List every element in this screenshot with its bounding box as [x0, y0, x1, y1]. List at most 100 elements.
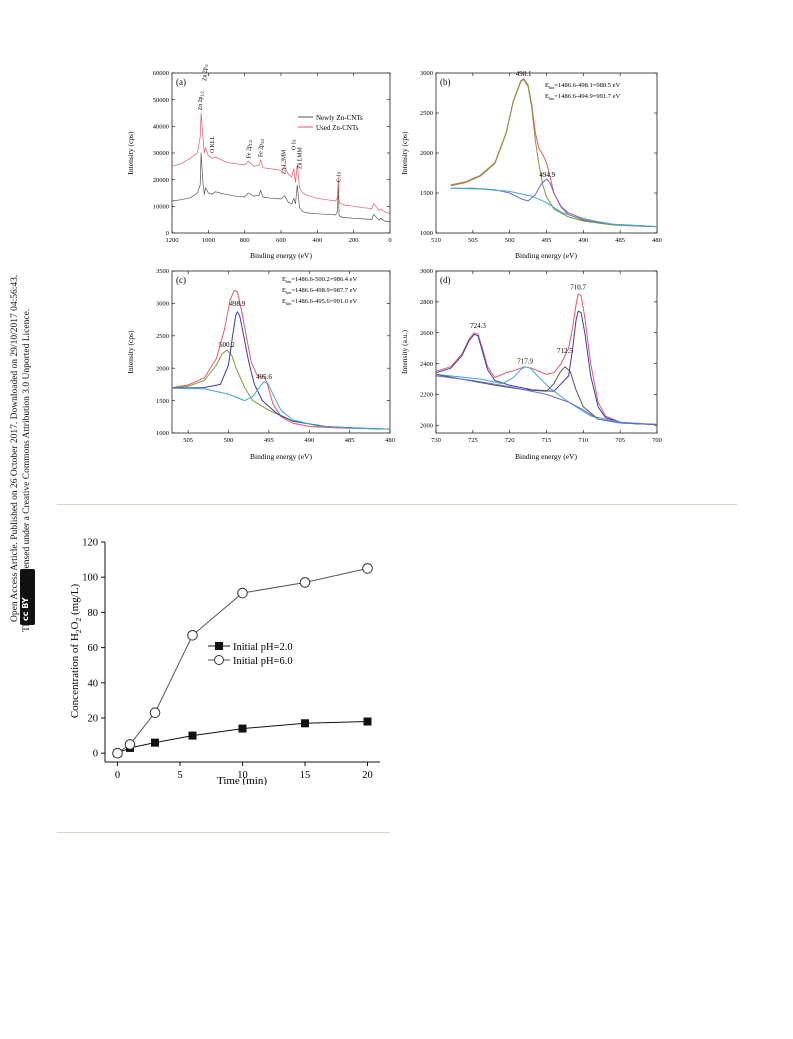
y-tick-label: 50000 — [153, 97, 169, 104]
y-tick-label: 2500 — [420, 110, 433, 117]
x-tick-label: 700 — [652, 437, 662, 444]
x-axis-label: Binding energy (eV) — [250, 452, 312, 461]
annotation-main: Zn LMM — [298, 147, 304, 169]
equation-0-sub: kin — [549, 85, 555, 90]
data-point-circle — [149, 707, 161, 719]
series-line-2 — [171, 311, 391, 430]
x-axis-label: Binding energy (eV) — [515, 251, 577, 260]
y-axis-label: Concentration of H2O2 (mg/L) — [69, 584, 83, 719]
data-point-circle — [124, 739, 136, 750]
legend-label-0: Initial pH=2.0 — [233, 642, 293, 653]
y-axis-label: Intensity (cps) — [400, 131, 409, 175]
y-tick-label: 1500 — [156, 398, 169, 405]
series-line-4 — [435, 375, 658, 425]
y-tick-label: 2000 — [156, 365, 169, 372]
data-point-square — [301, 719, 309, 728]
y-tick-label: 3500 — [156, 268, 169, 275]
y-tick-label: 60 — [88, 643, 99, 654]
peak-labels: 724.3 717.9 712.5 710.7 — [470, 284, 586, 366]
legend-label-1: Used Zn-CNTs — [316, 124, 359, 132]
y-tick-label: 2600 — [420, 330, 433, 337]
plot-frame — [171, 270, 391, 434]
y-tick-label: 1500 — [420, 190, 433, 197]
equation-0-tail: =1486.6-498.1=988.5 eV — [554, 82, 620, 89]
y-tick-label: 10000 — [153, 204, 169, 211]
series-line-2 — [435, 366, 658, 425]
peak-label: 500.2 — [219, 341, 235, 349]
annotation-sub: 1/2 — [248, 140, 253, 145]
y-tick-label: 100 — [82, 573, 98, 584]
x-tick-label: 480 — [385, 437, 395, 444]
equation-0-main: E — [282, 276, 286, 283]
chart-h2o2: 0 20 40 60 80 100 120 0 5 10 15 20 Initial pH=2.0 … — [69, 538, 380, 785]
y-tick-label: 3000 — [156, 301, 169, 308]
y-tick-label: 0 — [93, 749, 98, 760]
cc-by-badge-text: cc BY — [21, 597, 30, 621]
legend-label-1: Initial pH=6.0 — [233, 656, 293, 667]
peak-label: 498.9 — [230, 300, 246, 308]
x-tick-label: 720 — [505, 437, 515, 444]
y-tick-label: 2400 — [420, 361, 433, 368]
data-point-square — [188, 731, 197, 740]
y-tick-label: 30000 — [153, 150, 169, 157]
equations: Ekin=1486.6-498.1=988.5 eVEkin=1486.6-49… — [545, 82, 621, 101]
peak-annotation: Zn LMM — [298, 147, 304, 169]
peak-annotation: Zn L2MM — [282, 150, 288, 175]
peak-label: 717.9 — [517, 358, 533, 366]
legend: Initial pH=2.0 Initial pH=6.0 — [208, 642, 293, 667]
peak-annotations: Zn 2p1/2Zn 2p3/2O KLL Fe 2p1/2Fe 2p3/2Zn … — [198, 64, 342, 182]
chart-panel-d: 2000 2200 2400 2600 2800 3000 730 725 720 715 710… — [400, 268, 662, 461]
x-axis-label: Time (min) — [217, 775, 267, 785]
peak-label: 712.5 — [557, 347, 573, 355]
series-line-3 — [171, 381, 391, 430]
y-ticks: 0 10000 20000 30000 40000 50000 60000 — [153, 70, 390, 237]
x-tick-label: 490 — [578, 237, 588, 244]
y-axis-label: Intensity (cps) — [126, 330, 135, 374]
data-point-circle — [187, 629, 198, 641]
x-tick-label: 800 — [240, 237, 250, 244]
annotation-main: O 1s — [292, 139, 298, 151]
peak-labels: 498.1 494.9 — [516, 70, 556, 179]
y-tick-label: 0 — [166, 230, 169, 237]
y-tick-label: 40000 — [153, 124, 169, 131]
y-tick-label: 20 — [88, 714, 99, 725]
y-axis-label-part: O — [69, 621, 81, 629]
y-tick-label: 3000 — [420, 268, 433, 275]
x-tick-label: 20 — [362, 770, 373, 781]
x-tick-label: 705 — [615, 437, 625, 444]
peak-annotation: O 1s — [292, 139, 298, 151]
annotation-sub: 3/2 — [260, 139, 265, 144]
x-ticks: 0 5 10 15 20 — [115, 762, 373, 781]
x-tick-label: 730 — [431, 437, 441, 444]
x-tick-label: 10 — [237, 770, 248, 781]
access-notice: Open Access Article. Published on 26 Oct… — [10, 274, 20, 622]
cc-by-badge[interactable]: cc BY — [20, 569, 35, 625]
x-tick-label: 725 — [468, 437, 478, 444]
x-tick-label: 0 — [388, 237, 391, 244]
y-ticks: 0 20 40 60 80 100 120 — [82, 538, 105, 760]
equation-2-tail: =1486.6-495.6=991.0 eV — [291, 298, 357, 305]
equation-2-main: E — [282, 298, 286, 305]
y-tick-label: 3000 — [420, 70, 433, 77]
equation-0: Ekin=1486.6-500.2=986.4 eV — [282, 276, 358, 284]
equation-0-tail: =1486.6-500.2=986.4 eV — [291, 276, 357, 283]
equation-2-sub: kin — [286, 301, 292, 306]
y-tick-label: 1000 — [420, 230, 433, 237]
x-tick-label: 600 — [276, 237, 286, 244]
y-tick-label: 80 — [88, 608, 99, 619]
series-lines — [435, 293, 658, 425]
annotation-sub: 1/2 — [200, 91, 205, 96]
x-tick-label: 400 — [312, 237, 322, 244]
annotation-main: Fe 2p — [246, 145, 252, 158]
x-tick-label: 510 — [431, 237, 441, 244]
x-tick-label: 505 — [183, 437, 193, 444]
peak-annotation: Fe 2p1/2 — [246, 140, 253, 158]
x-axis-label: Binding energy (eV) — [515, 452, 577, 461]
peak-annotation: Zn 2p3/2 — [202, 64, 209, 81]
annotation-main: C 1s — [336, 171, 342, 182]
series-line-2 — [450, 178, 658, 228]
x-ticks: 730 725 720 715 710 705 700 — [431, 271, 662, 444]
y-axis-label: Intensity (a.u.) — [400, 330, 409, 374]
equations: Ekin=1486.6-500.2=986.4 eVEkin=1486.6-49… — [282, 276, 358, 306]
x-tick-label: 500 — [505, 237, 515, 244]
